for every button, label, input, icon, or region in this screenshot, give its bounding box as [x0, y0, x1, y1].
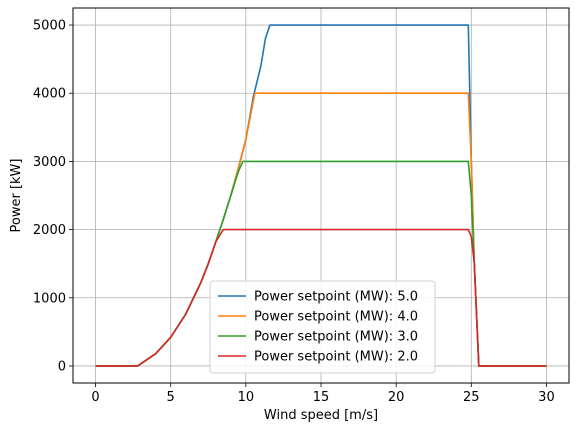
- y-tick-label: 3000: [33, 155, 66, 170]
- y-axis-ticks: 0 1000 2000 3000 4000 5000: [33, 19, 73, 374]
- legend-label: Power setpoint (MW): 2.0: [254, 350, 418, 365]
- legend-label: Power setpoint (MW): 4.0: [254, 310, 418, 325]
- x-tick-label: 15: [313, 390, 330, 405]
- legend-label: Power setpoint (MW): 5.0: [254, 290, 418, 305]
- x-tick-label: 20: [388, 390, 405, 405]
- legend-label: Power setpoint (MW): 3.0: [254, 330, 418, 345]
- y-tick-label: 2000: [33, 223, 66, 238]
- y-tick-label: 4000: [33, 87, 66, 102]
- series-line-4: [95, 228, 547, 367]
- x-tick-label: 0: [91, 390, 99, 405]
- x-tick-label: 30: [538, 390, 555, 405]
- y-axis-label: Power [kW]: [9, 159, 24, 233]
- y-tick-label: 0: [58, 359, 66, 374]
- legend-box: [209, 280, 436, 374]
- x-tick-label: 5: [167, 390, 175, 405]
- x-tick-label: 25: [463, 390, 480, 405]
- y-tick-label: 5000: [33, 19, 66, 34]
- legend: Power setpoint (MW): 5.0 Power setpoint (…: [209, 280, 436, 374]
- y-tick-label: 1000: [33, 291, 66, 306]
- x-tick-label: 10: [238, 390, 255, 405]
- x-axis-label: Wind speed [m/s]: [264, 408, 378, 423]
- series-lines: [95, 24, 547, 367]
- x-axis-ticks: 0 5 10 15 20 25 30: [91, 383, 555, 405]
